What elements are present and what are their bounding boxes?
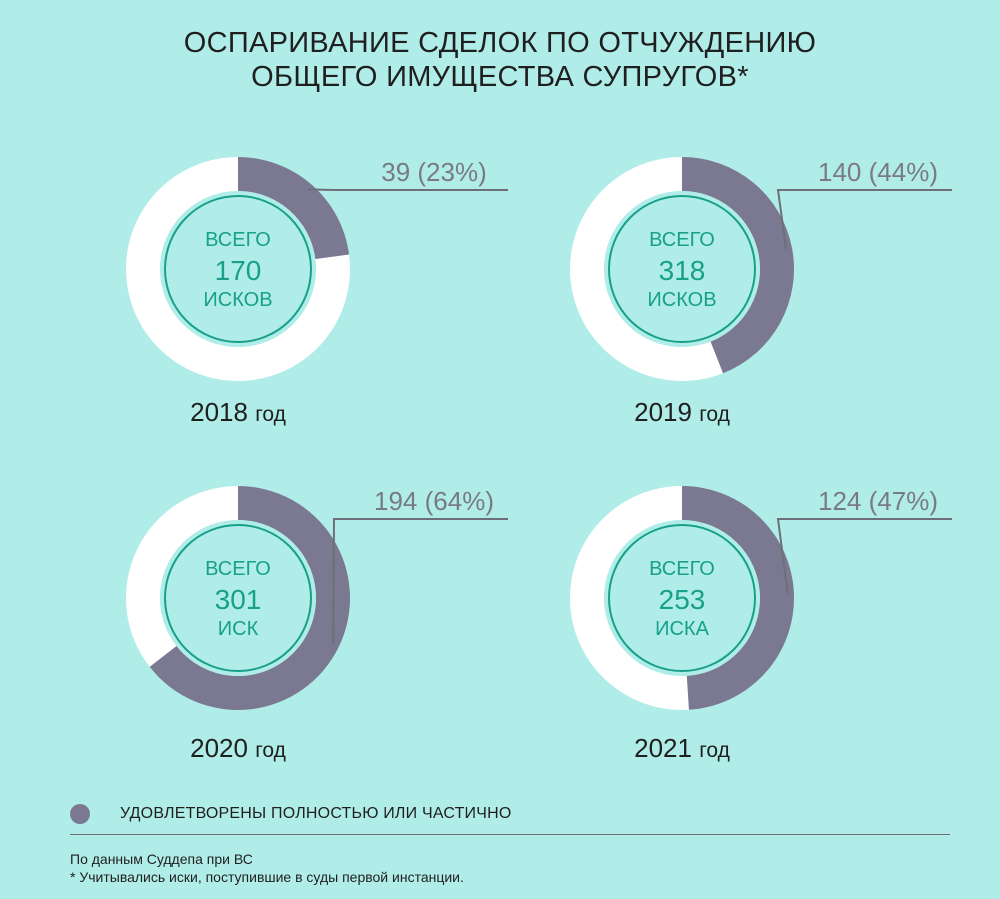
- year-suffix-2021: год: [699, 739, 730, 762]
- center-label-top-2021: ВСЕГО: [649, 558, 715, 580]
- year-label-2021: 2021 год: [634, 733, 730, 763]
- year-label-2020: 2020 год: [190, 733, 286, 763]
- donut-slice-remainder-2018: [126, 157, 351, 381]
- donut-slice-satisfied-2020: [149, 486, 350, 710]
- chart-title: ОСПАРИВАНИЕ СДЕЛОК ПО ОТЧУЖДЕНИЮ ОБЩЕГО …: [0, 26, 1000, 94]
- donut-inner-ring-2018: [164, 195, 312, 343]
- donut-slice-remainder-2019: [570, 157, 724, 381]
- year-label-2018: 2018 год: [190, 397, 286, 427]
- data-label-2021: 124 (47%): [818, 486, 938, 516]
- year-suffix-2019: год: [699, 403, 730, 426]
- center-label-bottom-2018: ИСКОВ: [203, 289, 272, 311]
- donut-slice-satisfied-2018: [238, 157, 350, 259]
- donut-slice-satisfied-2021: [682, 486, 794, 710]
- donut-inner-ring-2019: [608, 195, 756, 343]
- donut-slice-remainder-2021: [569, 486, 689, 710]
- year-number-2020: 2020: [190, 733, 255, 763]
- year-number-2021: 2021: [634, 733, 699, 763]
- donut-hole-2019: [604, 191, 760, 347]
- legend: УДОВЛЕТВОРЕНЫ ПОЛНОСТЬЮ ИЛИ ЧАСТИЧНО: [70, 802, 512, 826]
- chart-title-line-1: ОСПАРИВАНИЕ СДЕЛОК ПО ОТЧУЖДЕНИЮ: [183, 27, 817, 59]
- donut-hole-2020: [160, 520, 316, 676]
- donut-hole-2018: [160, 191, 316, 347]
- donut-slice-remainder-2020: [126, 486, 238, 667]
- year-number-2019: 2019: [634, 397, 699, 427]
- year-suffix-2020: год: [255, 739, 286, 762]
- leader-line-2019: [776, 189, 952, 250]
- leader-line-2021: [776, 518, 952, 595]
- year-label-2019: 2019 год: [634, 397, 730, 427]
- center-total-2021: 253: [659, 584, 706, 615]
- leader-line-2018: [307, 188, 508, 191]
- donut-inner-ring-2020: [164, 524, 312, 672]
- center-total-2018: 170: [215, 255, 262, 286]
- legend-swatch-satisfied: [70, 804, 90, 824]
- notes: По данным Суддепа при ВС * Учитывались и…: [70, 850, 464, 886]
- chart-title-line-2: ОБЩЕГО ИМУЩЕСТВА СУПРУГОВ*: [251, 61, 749, 93]
- data-label-2020: 194 (64%): [374, 486, 494, 516]
- donut-hole-2021: [604, 520, 760, 676]
- source-note: По данным Суддепа при ВС: [70, 851, 253, 867]
- divider: [70, 834, 950, 835]
- center-label-top-2019: ВСЕГО: [649, 229, 715, 251]
- leader-line-2020: [332, 518, 508, 645]
- footnote: * Учитывались иски, поступившие в суды п…: [70, 869, 464, 885]
- center-label-top-2018: ВСЕГО: [205, 229, 271, 251]
- donut-inner-ring-2021: [608, 524, 756, 672]
- data-label-2018: 39 (23%): [381, 157, 487, 187]
- legend-label: УДОВЛЕТВОРЕНЫ ПОЛНОСТЬЮ ИЛИ ЧАСТИЧНО: [120, 805, 512, 822]
- year-number-2018: 2018: [190, 397, 255, 427]
- center-label-bottom-2020: ИСК: [218, 618, 259, 640]
- center-label-bottom-2019: ИСКОВ: [647, 289, 716, 311]
- year-suffix-2018: год: [255, 403, 286, 426]
- center-total-2019: 318: [659, 255, 706, 286]
- donut-slice-satisfied-2019: [682, 157, 795, 374]
- center-total-2020: 301: [215, 584, 262, 615]
- center-label-top-2020: ВСЕГО: [205, 558, 271, 580]
- center-label-bottom-2021: ИСКА: [655, 618, 709, 640]
- data-label-2019: 140 (44%): [818, 157, 938, 187]
